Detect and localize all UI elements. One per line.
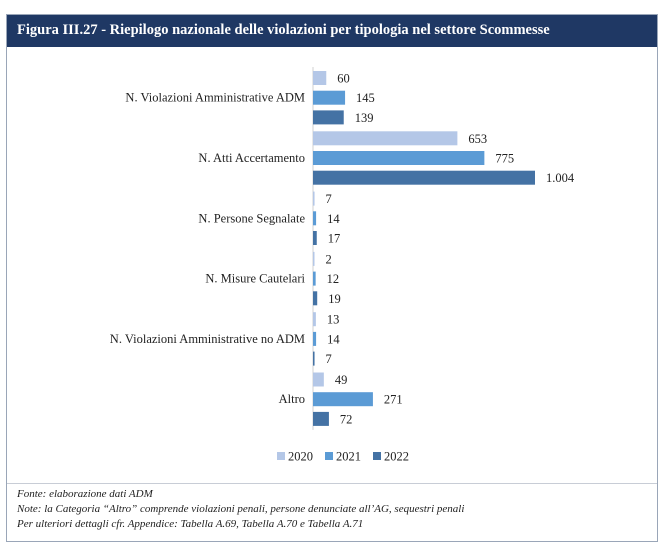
legend-swatch-2022 — [373, 452, 381, 460]
notes-divider — [7, 483, 657, 484]
bar-2021 — [313, 90, 346, 105]
legend-swatch-2021 — [325, 452, 333, 460]
data-label: 14 — [327, 332, 340, 346]
figure-notes: Fonte: elaborazione dati ADM Note: la Ca… — [17, 487, 464, 532]
data-label: 271 — [384, 393, 403, 407]
bar-2022 — [313, 231, 317, 245]
source-note: Fonte: elaborazione dati ADM — [17, 488, 153, 500]
category-label: N. Violazioni Amministrative ADM — [125, 91, 305, 105]
data-label: 17 — [328, 232, 341, 246]
legend-label: 2022 — [384, 450, 409, 464]
category-label: N. Violazioni Amministrative no ADM — [110, 332, 305, 346]
data-label: 139 — [355, 111, 374, 125]
data-label: 49 — [335, 373, 348, 387]
data-label: 7 — [326, 352, 332, 366]
bar-2021 — [313, 151, 485, 165]
bar-2020 — [313, 372, 324, 387]
bar-2021 — [313, 211, 317, 226]
bar-2021 — [313, 271, 316, 286]
bar-2020 — [313, 71, 327, 85]
data-label: 12 — [327, 272, 340, 286]
figure-title: Figura III.27 - Riepilogo nazionale dell… — [7, 15, 657, 47]
legend-label: 2020 — [288, 450, 313, 464]
bar-2021 — [313, 331, 317, 346]
data-label: 2 — [326, 252, 332, 266]
details-note: Per ulteriori dettagli cfr. Appendice: T… — [17, 518, 364, 530]
data-label: 14 — [327, 212, 340, 226]
category-note: Note: la Categoria “Altro” comprende vio… — [17, 503, 465, 515]
category-label: N. Misure Cautelari — [205, 272, 305, 286]
data-label: 145 — [356, 91, 375, 105]
bar-2022 — [313, 170, 535, 185]
category-label: Altro — [279, 392, 305, 406]
bar-2022 — [313, 110, 344, 125]
bar-2020 — [313, 312, 316, 327]
data-label: 7 — [326, 192, 332, 206]
bar-2022 — [313, 411, 329, 426]
category-label: N. Atti Accertamento — [198, 151, 305, 165]
bar-2020 — [313, 251, 315, 266]
data-label: 1.004 — [546, 171, 575, 185]
bar-2021 — [313, 392, 373, 407]
bar-2020 — [313, 191, 315, 206]
figure-frame: Figura III.27 - Riepilogo nazionale dell… — [6, 14, 658, 542]
bar-2022 — [313, 351, 315, 366]
category-label: N. Persone Segnalate — [198, 211, 305, 225]
data-label: 72 — [340, 412, 353, 426]
data-label: 13 — [327, 313, 340, 327]
legend-swatch-2020 — [277, 452, 285, 460]
bar-2020 — [313, 131, 458, 146]
data-label: 60 — [337, 72, 350, 86]
data-label: 653 — [468, 132, 487, 146]
data-label: 19 — [328, 292, 341, 306]
bar-2022 — [313, 291, 318, 306]
data-label: 775 — [495, 152, 514, 166]
bar-chart: N. Violazioni Amministrative ADM 60 145 139… — [110, 67, 575, 464]
legend-label: 2021 — [336, 450, 361, 464]
